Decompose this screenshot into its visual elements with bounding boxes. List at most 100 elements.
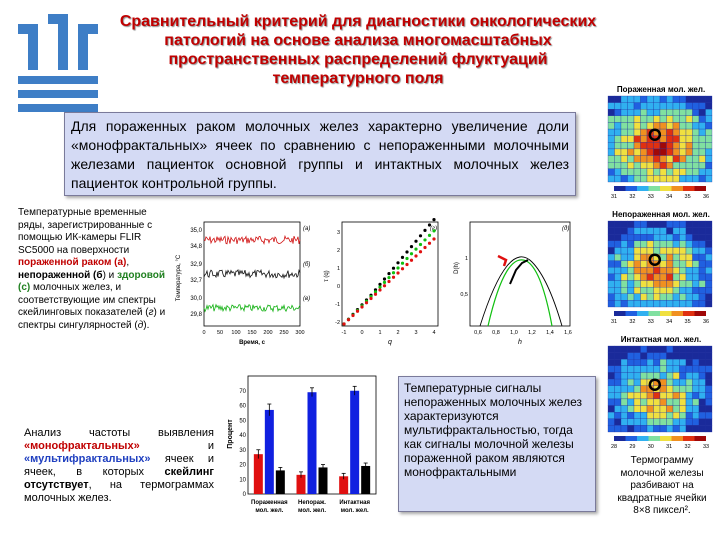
thermogram-cell — [607, 365, 615, 373]
thermogram-cell — [692, 253, 700, 261]
desc-g: г — [148, 307, 154, 318]
thermogram-cell — [620, 162, 628, 169]
thermogram-cell — [705, 260, 713, 268]
thermogram-cell — [633, 260, 641, 268]
ts-panel-label: (a) — [303, 226, 310, 232]
tau-ytick: 0 — [337, 284, 340, 290]
tau-point-affected — [405, 262, 409, 267]
bar — [339, 476, 349, 494]
thermogram-cell — [620, 122, 628, 130]
thermogram-cell — [640, 162, 648, 169]
thermogram-cell — [646, 175, 654, 183]
ts-xtick: 0 — [202, 330, 205, 336]
thermogram-cell — [666, 95, 674, 103]
tau-ytick: 2 — [337, 248, 340, 254]
colorbar-segment — [648, 311, 660, 316]
thermogram-cell — [685, 102, 693, 110]
thermogram-cell — [659, 168, 667, 176]
thermogram-cell — [653, 109, 661, 116]
tau-point-affected — [355, 309, 360, 313]
thermogram-cell — [627, 378, 635, 386]
thermogram-cell — [607, 247, 615, 255]
sing-xtick: 1,6 — [564, 330, 572, 336]
thermogram-cell — [672, 267, 680, 275]
thermogram-cell — [698, 280, 706, 288]
thermogram-cell — [607, 175, 615, 183]
thermogram-cell — [614, 378, 622, 386]
thermogram-cell — [646, 115, 654, 123]
tau-point-unaffected — [414, 239, 418, 243]
thermogram-cell — [607, 168, 615, 176]
thermogram-cell — [633, 385, 641, 393]
thermogram-cell — [679, 247, 687, 255]
ts-healthy-series — [203, 303, 301, 313]
colorbar-segment — [614, 436, 626, 441]
thermogram-cell — [685, 247, 693, 255]
thermogram-cell — [685, 95, 693, 103]
thermogram-cell — [666, 385, 674, 393]
thermogram-cell — [666, 175, 674, 183]
thermogram-cell — [659, 293, 667, 301]
thermogram-cell — [633, 359, 641, 366]
ts-xlabel: Время, с — [239, 340, 266, 346]
thermogram-cell — [646, 247, 654, 255]
desc-close3: ) — [26, 282, 31, 293]
thermogram-cell — [653, 115, 661, 123]
thermogram-cell — [698, 115, 706, 123]
thermogram-cell — [698, 352, 706, 360]
thermogram-cell — [646, 95, 654, 103]
thermogram-cell — [614, 385, 622, 393]
sing-ylabel: D(h) — [454, 262, 460, 274]
thermogram-cell — [672, 412, 680, 419]
thermogram-cell — [685, 378, 693, 386]
tau-xtick: 4 — [432, 330, 435, 336]
thermogram-cell — [705, 293, 713, 301]
thermogram-cell — [607, 148, 615, 156]
thermogram-cell — [614, 168, 622, 176]
colorbar-tick: 36 — [703, 194, 709, 200]
temperature-signals-box: Температурные сигналы непораженных молоч… — [398, 376, 596, 512]
tau-point-affected — [409, 258, 414, 262]
thermogram-cell — [672, 372, 680, 380]
thermogram-cell — [607, 253, 615, 261]
thermogram-cell — [620, 109, 628, 116]
thermogram-cell — [666, 392, 674, 400]
thermogram-cell — [633, 155, 641, 163]
colorbar-segment — [683, 186, 695, 191]
thermogram-cell — [614, 260, 622, 268]
thermogram-cell — [640, 95, 648, 103]
thermogram-cell — [620, 385, 628, 393]
thermogram-cell — [627, 398, 635, 406]
thermogram-cell — [646, 102, 654, 110]
thermogram-cell — [653, 267, 661, 275]
thermogram-cell — [653, 359, 661, 366]
thermogram-cell — [698, 109, 706, 116]
thermogram-cell — [620, 155, 628, 163]
thermogram-cell — [627, 345, 635, 353]
colorbar-tick: 32 — [629, 319, 635, 325]
thermogram-cell — [653, 398, 661, 406]
colorbar-segment — [648, 186, 660, 191]
thermogram-cell — [646, 280, 654, 288]
thermogram-cell — [627, 267, 635, 275]
tau-point-affected — [360, 305, 364, 309]
tau-point-affected — [382, 284, 387, 288]
thermogram-cell — [614, 293, 622, 301]
thermogram-cell — [607, 267, 615, 275]
thermogram-cell — [666, 253, 674, 261]
thermogram-cell — [627, 392, 635, 400]
bar-category: мол. жел. — [255, 508, 283, 514]
colorbar-segment — [683, 311, 695, 316]
thermogram-cell — [692, 148, 700, 156]
thermogram-cell — [705, 227, 713, 235]
thermogram-cell — [698, 293, 706, 301]
thermogram-cell — [646, 168, 654, 176]
thermogram-cell — [620, 260, 628, 268]
thermogram-cell — [653, 240, 661, 248]
thermogram-cell — [646, 293, 654, 301]
thermogram-cell — [627, 102, 635, 110]
thermogram-cell — [705, 142, 713, 150]
ts-xtick: 100 — [231, 330, 240, 336]
thermogram-cell — [640, 345, 648, 353]
thermogram-cell — [607, 273, 615, 281]
